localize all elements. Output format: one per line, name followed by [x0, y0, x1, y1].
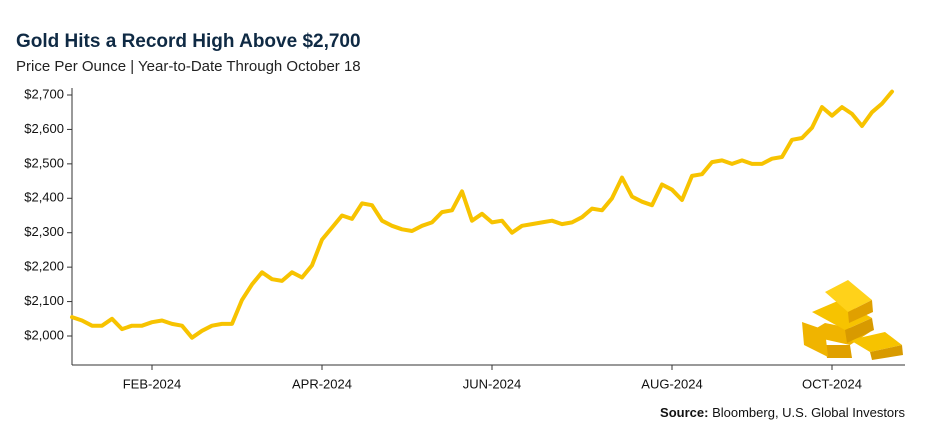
- y-tick-label: $2,100: [24, 293, 64, 308]
- x-tick-label: JUN-2024: [463, 376, 522, 391]
- y-tick-label: $2,400: [24, 190, 64, 205]
- y-tick-label: $2,700: [24, 86, 64, 101]
- y-tick-label: $2,600: [24, 121, 64, 136]
- y-tick-label: $2,300: [24, 224, 64, 239]
- x-tick-label: OCT-2024: [802, 376, 862, 391]
- source-label: Source:: [660, 405, 708, 420]
- chart-subtitle: Price Per Ounce | Year-to-Date Through O…: [16, 58, 361, 75]
- gold-bars-icon: [802, 280, 903, 360]
- y-tick-label: $2,000: [24, 327, 64, 342]
- x-tick-label: FEB-2024: [123, 376, 182, 391]
- price-line: [70, 89, 894, 340]
- y-tick-label: $2,500: [24, 155, 64, 170]
- x-tick-label: AUG-2024: [641, 376, 702, 391]
- y-tick-label: $2,200: [24, 259, 64, 274]
- chart-title: Gold Hits a Record High Above $2,700: [16, 31, 361, 52]
- x-tick-label: APR-2024: [292, 376, 352, 391]
- source: Source: Bloomberg, U.S. Global Investors: [660, 405, 905, 420]
- source-text: Bloomberg, U.S. Global Investors: [712, 405, 905, 420]
